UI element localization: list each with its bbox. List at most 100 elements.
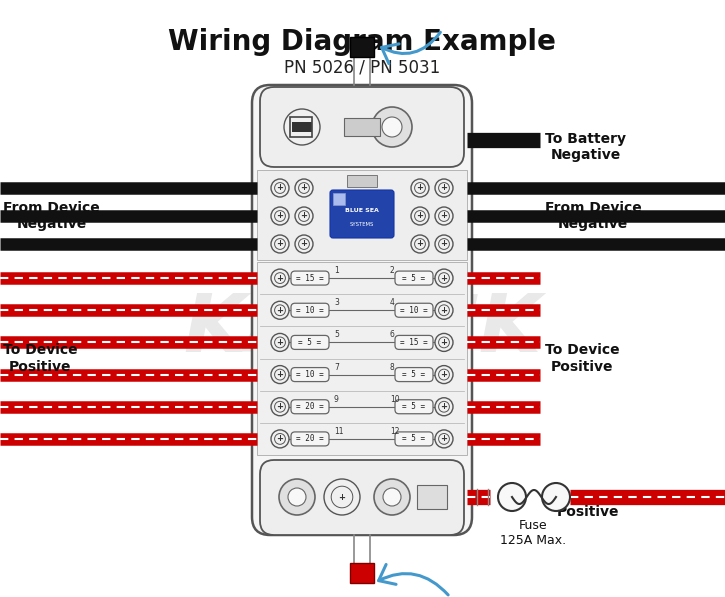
Circle shape — [498, 483, 526, 511]
Circle shape — [275, 369, 286, 380]
Circle shape — [439, 337, 450, 348]
Text: +: + — [441, 273, 447, 282]
FancyBboxPatch shape — [252, 85, 472, 535]
Text: KABTEK: KABTEK — [183, 291, 541, 369]
Text: To Battery
Positive: To Battery Positive — [548, 489, 629, 519]
Text: +: + — [441, 183, 447, 192]
Text: +: + — [276, 183, 283, 192]
Text: To Device
Positive: To Device Positive — [545, 343, 620, 374]
FancyBboxPatch shape — [395, 303, 433, 317]
Text: 3: 3 — [334, 298, 339, 307]
Circle shape — [299, 183, 310, 193]
Text: +: + — [276, 370, 283, 379]
FancyArrowPatch shape — [378, 565, 448, 595]
Text: +: + — [441, 435, 447, 444]
Circle shape — [439, 211, 450, 221]
Text: 4: 4 — [390, 298, 395, 307]
Circle shape — [299, 211, 310, 221]
Circle shape — [331, 486, 353, 508]
Bar — [257, 170, 467, 260]
Circle shape — [383, 488, 401, 506]
Circle shape — [435, 333, 453, 352]
Circle shape — [279, 479, 315, 515]
Text: BLUE SEA: BLUE SEA — [345, 208, 379, 213]
Circle shape — [288, 488, 306, 506]
Circle shape — [415, 211, 426, 221]
Text: From Device
Negative: From Device Negative — [3, 201, 100, 231]
Text: +: + — [300, 183, 307, 192]
Text: +: + — [300, 239, 307, 248]
Circle shape — [435, 430, 453, 448]
Text: 1: 1 — [334, 266, 339, 275]
Text: = 10 =: = 10 = — [400, 306, 428, 315]
FancyBboxPatch shape — [291, 336, 329, 349]
FancyBboxPatch shape — [330, 190, 394, 238]
FancyBboxPatch shape — [395, 432, 433, 446]
Text: +: + — [441, 239, 447, 248]
Circle shape — [435, 365, 453, 384]
Text: +: + — [416, 239, 423, 248]
FancyBboxPatch shape — [291, 368, 329, 381]
Circle shape — [275, 273, 286, 284]
FancyBboxPatch shape — [260, 460, 464, 535]
Text: 12: 12 — [390, 427, 399, 436]
Bar — [344, 118, 380, 136]
Circle shape — [295, 207, 313, 225]
Text: = 5 =: = 5 = — [402, 435, 426, 444]
Text: 9: 9 — [334, 395, 339, 404]
Circle shape — [382, 117, 402, 137]
Circle shape — [439, 183, 450, 193]
Text: +: + — [441, 211, 447, 220]
Text: +: + — [441, 370, 447, 379]
Circle shape — [435, 235, 453, 253]
Text: +: + — [339, 493, 346, 501]
Text: SYSTEMS: SYSTEMS — [349, 221, 374, 226]
Circle shape — [435, 179, 453, 197]
Text: PN 5026 / PN 5031: PN 5026 / PN 5031 — [284, 58, 440, 76]
Circle shape — [275, 433, 286, 444]
FancyBboxPatch shape — [395, 271, 433, 285]
Text: = 10 =: = 10 = — [296, 306, 324, 315]
Text: +: + — [276, 306, 283, 315]
Circle shape — [439, 369, 450, 380]
Circle shape — [275, 183, 286, 193]
Circle shape — [435, 301, 453, 319]
Circle shape — [415, 239, 426, 250]
Bar — [347, 175, 377, 187]
Text: 5: 5 — [334, 330, 339, 340]
FancyBboxPatch shape — [291, 400, 329, 414]
Circle shape — [275, 239, 286, 250]
Circle shape — [295, 179, 313, 197]
Bar — [292, 122, 312, 133]
Circle shape — [374, 479, 410, 515]
Circle shape — [275, 337, 286, 348]
Text: +: + — [300, 211, 307, 220]
Text: = 15 =: = 15 = — [400, 338, 428, 347]
Text: +: + — [441, 402, 447, 411]
Circle shape — [284, 109, 320, 145]
Text: = 5 =: = 5 = — [402, 370, 426, 379]
Text: +: + — [276, 239, 283, 248]
FancyBboxPatch shape — [291, 432, 329, 446]
Text: To Device
Positive: To Device Positive — [3, 343, 78, 374]
Circle shape — [271, 269, 289, 287]
Text: 8: 8 — [390, 362, 394, 371]
Circle shape — [275, 211, 286, 221]
Circle shape — [439, 305, 450, 316]
Circle shape — [271, 333, 289, 352]
Circle shape — [411, 179, 429, 197]
Text: 7: 7 — [334, 362, 339, 371]
Text: = 15 =: = 15 = — [296, 273, 324, 282]
Text: Wiring Diagram Example: Wiring Diagram Example — [168, 28, 556, 56]
Circle shape — [415, 183, 426, 193]
Circle shape — [271, 365, 289, 384]
Circle shape — [271, 398, 289, 416]
Text: = 5 =: = 5 = — [402, 402, 426, 411]
Text: 2: 2 — [390, 266, 394, 275]
Circle shape — [324, 479, 360, 515]
Circle shape — [439, 401, 450, 412]
Circle shape — [275, 305, 286, 316]
FancyBboxPatch shape — [291, 303, 329, 317]
Text: +: + — [276, 211, 283, 220]
FancyBboxPatch shape — [395, 400, 433, 414]
